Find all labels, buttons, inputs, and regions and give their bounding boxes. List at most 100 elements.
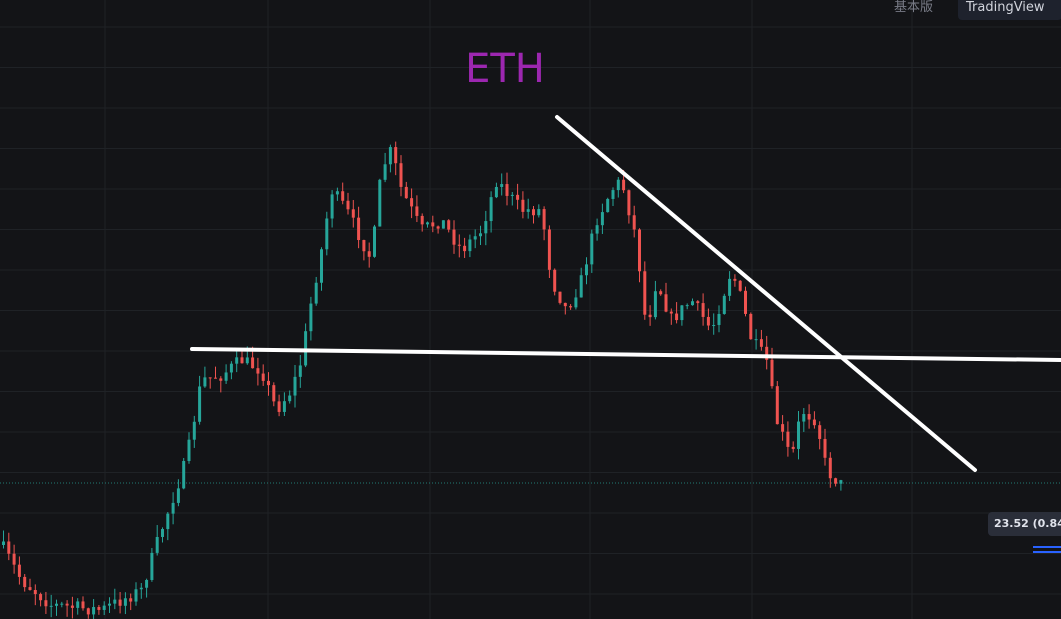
candle-body xyxy=(494,186,498,198)
candle-body xyxy=(585,264,588,276)
candle-body xyxy=(526,209,530,212)
candle-body xyxy=(166,513,170,530)
candle-body xyxy=(691,301,694,306)
candle-body xyxy=(431,222,435,227)
candle-body xyxy=(108,603,111,606)
candle-body xyxy=(611,190,615,199)
candle-body xyxy=(426,222,429,225)
candle-body xyxy=(638,229,641,272)
candle-body xyxy=(17,564,21,577)
candle-body xyxy=(680,305,684,321)
candle-body xyxy=(362,240,366,252)
candle-body xyxy=(828,457,832,479)
candle-body xyxy=(786,431,790,447)
candle-body xyxy=(643,271,647,315)
candle-body xyxy=(139,587,143,590)
candle-body xyxy=(76,601,80,608)
candle-body xyxy=(298,365,302,377)
candle-body xyxy=(293,376,297,396)
candle-body xyxy=(272,385,276,402)
candle-body xyxy=(606,198,610,213)
candle-body xyxy=(44,600,48,607)
candle-body xyxy=(256,368,260,374)
price-label: 23.52 (0.84% xyxy=(988,512,1061,536)
candle-body xyxy=(251,357,255,369)
candle-body xyxy=(818,425,822,439)
candle-body xyxy=(240,357,244,364)
basic-button[interactable]: 基本版 xyxy=(894,0,934,15)
candle-body xyxy=(510,194,514,196)
candle-body xyxy=(81,601,85,609)
candle-body xyxy=(277,401,281,412)
candle-body xyxy=(92,607,96,615)
candle-body xyxy=(839,480,843,484)
candle-body xyxy=(516,194,520,200)
candle-body xyxy=(267,380,270,386)
candle-body xyxy=(622,179,626,191)
chart-title: ETH xyxy=(465,46,545,92)
candle-body xyxy=(187,439,191,461)
candle-body xyxy=(7,541,11,554)
trend-line xyxy=(555,115,977,472)
candle-body xyxy=(553,269,557,292)
candle-body xyxy=(192,421,196,440)
candle-body xyxy=(378,179,382,227)
candle-body xyxy=(203,377,207,387)
candle-body xyxy=(410,198,414,207)
candle-body xyxy=(701,303,705,317)
candle-body xyxy=(781,424,785,432)
candle-body xyxy=(457,244,461,246)
candle-body xyxy=(171,502,175,514)
candle-body xyxy=(229,363,233,373)
candle-body xyxy=(441,220,445,229)
candle-body xyxy=(521,199,525,212)
candle-body xyxy=(235,357,239,364)
candle-body xyxy=(797,421,800,449)
candle-body xyxy=(802,414,806,422)
candle-body xyxy=(49,605,53,607)
candle-body xyxy=(685,305,689,307)
candle-body xyxy=(775,386,779,425)
candle-body xyxy=(812,419,816,426)
candle-body xyxy=(489,197,493,222)
candle-body xyxy=(675,313,679,321)
candle-body xyxy=(765,346,769,360)
candle-body xyxy=(834,478,838,484)
candle-body xyxy=(28,587,32,590)
candle-body xyxy=(23,576,27,588)
candle-body xyxy=(224,372,228,381)
candle-body xyxy=(468,239,472,252)
candle-body xyxy=(330,194,334,219)
candle-body xyxy=(55,603,58,606)
candle-body xyxy=(595,225,599,234)
candle-body xyxy=(123,598,127,606)
candle-body xyxy=(807,414,811,420)
candle-body xyxy=(436,226,440,229)
candle-body xyxy=(447,220,451,230)
candle-body xyxy=(452,229,456,245)
candle-body xyxy=(150,552,154,580)
tradingview-button[interactable]: TradingView xyxy=(958,0,1061,20)
candle-body xyxy=(320,249,323,283)
candle-body xyxy=(479,233,482,237)
candle-body xyxy=(759,339,763,347)
candle-body xyxy=(420,215,424,225)
candle-body xyxy=(394,147,398,164)
candle-body xyxy=(733,278,737,281)
candle-body xyxy=(749,313,753,340)
candle-body xyxy=(574,297,578,308)
candle-body xyxy=(770,359,774,387)
candle-body xyxy=(728,278,732,296)
candle-body xyxy=(367,251,371,257)
candle-body xyxy=(547,229,551,270)
candle-body xyxy=(261,373,265,381)
candle-body xyxy=(161,529,164,537)
candle-body xyxy=(648,314,652,318)
candle-body xyxy=(712,324,716,326)
candle-body xyxy=(288,395,292,402)
candle-body xyxy=(2,541,5,545)
candle-body xyxy=(505,184,509,196)
candle-body xyxy=(532,209,535,216)
candle-body xyxy=(669,311,673,314)
